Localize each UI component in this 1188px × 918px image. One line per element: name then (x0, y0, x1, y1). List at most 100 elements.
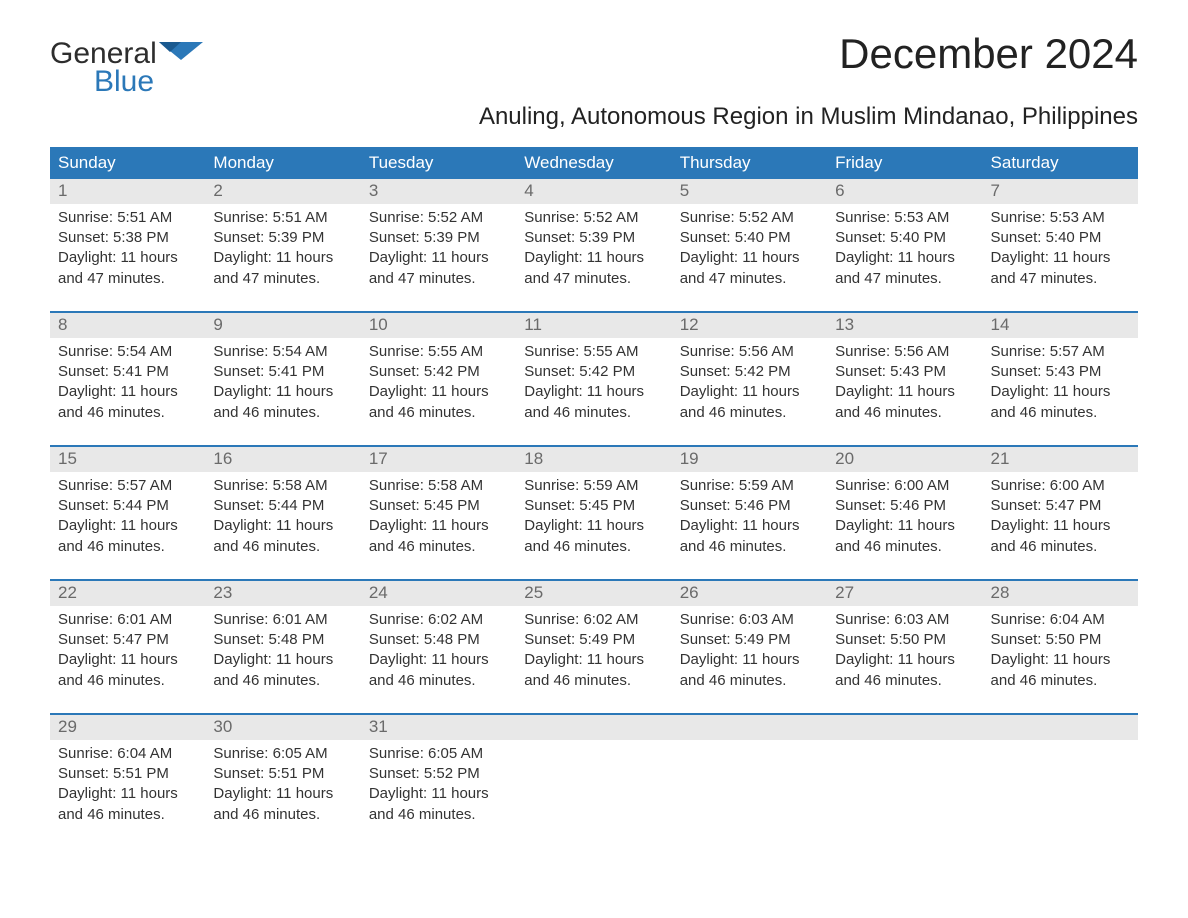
calendar-day-cell: 20Sunrise: 6:00 AMSunset: 5:46 PMDayligh… (827, 447, 982, 567)
day-number: 14 (983, 313, 1138, 338)
daylight-line: Daylight: 11 hours and 47 minutes. (369, 248, 508, 289)
calendar-day-cell: 7Sunrise: 5:53 AMSunset: 5:40 PMDaylight… (983, 179, 1138, 299)
day-number: 12 (672, 313, 827, 338)
sunset-line: Sunset: 5:38 PM (58, 228, 197, 248)
weekday-header-cell: Thursday (672, 147, 827, 179)
sunrise-line: Sunrise: 6:01 AM (213, 610, 352, 630)
day-details: Sunrise: 5:55 AMSunset: 5:42 PMDaylight:… (516, 338, 671, 433)
day-number: 4 (516, 179, 671, 204)
sunset-line: Sunset: 5:39 PM (213, 228, 352, 248)
day-number: 2 (205, 179, 360, 204)
weekday-header-cell: Tuesday (361, 147, 516, 179)
sunset-line: Sunset: 5:46 PM (835, 496, 974, 516)
day-number: 29 (50, 715, 205, 740)
sunrise-line: Sunrise: 5:51 AM (213, 208, 352, 228)
sunset-line: Sunset: 5:50 PM (991, 630, 1130, 650)
day-details: Sunrise: 6:05 AMSunset: 5:52 PMDaylight:… (361, 740, 516, 835)
daylight-line: Daylight: 11 hours and 46 minutes. (680, 516, 819, 557)
calendar-day-cell: 24Sunrise: 6:02 AMSunset: 5:48 PMDayligh… (361, 581, 516, 701)
sunset-line: Sunset: 5:51 PM (58, 764, 197, 784)
daylight-line: Daylight: 11 hours and 47 minutes. (524, 248, 663, 289)
daylight-line: Daylight: 11 hours and 46 minutes. (213, 516, 352, 557)
sunrise-line: Sunrise: 5:52 AM (369, 208, 508, 228)
day-number: 30 (205, 715, 360, 740)
sunrise-line: Sunrise: 5:53 AM (835, 208, 974, 228)
daylight-line: Daylight: 11 hours and 46 minutes. (58, 650, 197, 691)
day-number: 7 (983, 179, 1138, 204)
calendar-day-cell (516, 715, 671, 835)
sunset-line: Sunset: 5:41 PM (213, 362, 352, 382)
sunset-line: Sunset: 5:43 PM (835, 362, 974, 382)
day-details: Sunrise: 5:53 AMSunset: 5:40 PMDaylight:… (827, 204, 982, 299)
calendar-day-cell: 29Sunrise: 6:04 AMSunset: 5:51 PMDayligh… (50, 715, 205, 835)
sunrise-line: Sunrise: 5:55 AM (524, 342, 663, 362)
sunset-line: Sunset: 5:43 PM (991, 362, 1130, 382)
sunrise-line: Sunrise: 5:59 AM (680, 476, 819, 496)
day-details: Sunrise: 6:02 AMSunset: 5:48 PMDaylight:… (361, 606, 516, 701)
sunrise-line: Sunrise: 6:00 AM (835, 476, 974, 496)
sunset-line: Sunset: 5:39 PM (524, 228, 663, 248)
calendar-day-cell: 8Sunrise: 5:54 AMSunset: 5:41 PMDaylight… (50, 313, 205, 433)
sunset-line: Sunset: 5:45 PM (524, 496, 663, 516)
calendar-day-cell: 21Sunrise: 6:00 AMSunset: 5:47 PMDayligh… (983, 447, 1138, 567)
daylight-line: Daylight: 11 hours and 46 minutes. (524, 382, 663, 423)
logo: General Blue (50, 40, 203, 95)
daylight-line: Daylight: 11 hours and 46 minutes. (991, 650, 1130, 691)
sunset-line: Sunset: 5:42 PM (369, 362, 508, 382)
sunset-line: Sunset: 5:47 PM (991, 496, 1130, 516)
calendar-day-cell: 6Sunrise: 5:53 AMSunset: 5:40 PMDaylight… (827, 179, 982, 299)
day-details: Sunrise: 5:54 AMSunset: 5:41 PMDaylight:… (205, 338, 360, 433)
day-number: 26 (672, 581, 827, 606)
sunrise-line: Sunrise: 5:54 AM (213, 342, 352, 362)
calendar-day-cell: 1Sunrise: 5:51 AMSunset: 5:38 PMDaylight… (50, 179, 205, 299)
calendar-day-cell: 13Sunrise: 5:56 AMSunset: 5:43 PMDayligh… (827, 313, 982, 433)
calendar-day-cell: 4Sunrise: 5:52 AMSunset: 5:39 PMDaylight… (516, 179, 671, 299)
location-subtitle: Anuling, Autonomous Region in Muslim Min… (50, 103, 1138, 131)
day-number: 31 (361, 715, 516, 740)
page-title: December 2024 (839, 30, 1138, 78)
sunset-line: Sunset: 5:46 PM (680, 496, 819, 516)
day-number-empty (516, 715, 671, 740)
sunset-line: Sunset: 5:47 PM (58, 630, 197, 650)
daylight-line: Daylight: 11 hours and 46 minutes. (213, 650, 352, 691)
day-details: Sunrise: 5:52 AMSunset: 5:39 PMDaylight:… (516, 204, 671, 299)
day-details: Sunrise: 5:57 AMSunset: 5:43 PMDaylight:… (983, 338, 1138, 433)
sunset-line: Sunset: 5:48 PM (213, 630, 352, 650)
calendar-day-cell (827, 715, 982, 835)
sunrise-line: Sunrise: 6:04 AM (991, 610, 1130, 630)
sunrise-line: Sunrise: 6:03 AM (835, 610, 974, 630)
day-details: Sunrise: 6:00 AMSunset: 5:46 PMDaylight:… (827, 472, 982, 567)
sunset-line: Sunset: 5:41 PM (58, 362, 197, 382)
sunrise-line: Sunrise: 6:02 AM (369, 610, 508, 630)
daylight-line: Daylight: 11 hours and 46 minutes. (835, 382, 974, 423)
day-number: 23 (205, 581, 360, 606)
day-number-empty (983, 715, 1138, 740)
day-number: 25 (516, 581, 671, 606)
calendar-week-row: 29Sunrise: 6:04 AMSunset: 5:51 PMDayligh… (50, 713, 1138, 835)
sunrise-line: Sunrise: 5:53 AM (991, 208, 1130, 228)
calendar-week-row: 15Sunrise: 5:57 AMSunset: 5:44 PMDayligh… (50, 445, 1138, 567)
sunset-line: Sunset: 5:40 PM (680, 228, 819, 248)
day-details: Sunrise: 6:03 AMSunset: 5:49 PMDaylight:… (672, 606, 827, 701)
calendar-week-row: 1Sunrise: 5:51 AMSunset: 5:38 PMDaylight… (50, 179, 1138, 299)
daylight-line: Daylight: 11 hours and 47 minutes. (991, 248, 1130, 289)
day-details: Sunrise: 5:51 AMSunset: 5:39 PMDaylight:… (205, 204, 360, 299)
calendar-day-cell: 11Sunrise: 5:55 AMSunset: 5:42 PMDayligh… (516, 313, 671, 433)
sunset-line: Sunset: 5:49 PM (524, 630, 663, 650)
day-details: Sunrise: 6:01 AMSunset: 5:48 PMDaylight:… (205, 606, 360, 701)
daylight-line: Daylight: 11 hours and 46 minutes. (524, 516, 663, 557)
daylight-line: Daylight: 11 hours and 46 minutes. (58, 784, 197, 825)
sunrise-line: Sunrise: 5:58 AM (369, 476, 508, 496)
day-details: Sunrise: 5:56 AMSunset: 5:43 PMDaylight:… (827, 338, 982, 433)
sunrise-line: Sunrise: 6:01 AM (58, 610, 197, 630)
calendar-day-cell: 26Sunrise: 6:03 AMSunset: 5:49 PMDayligh… (672, 581, 827, 701)
day-details: Sunrise: 5:55 AMSunset: 5:42 PMDaylight:… (361, 338, 516, 433)
day-details: Sunrise: 5:54 AMSunset: 5:41 PMDaylight:… (50, 338, 205, 433)
calendar-day-cell: 25Sunrise: 6:02 AMSunset: 5:49 PMDayligh… (516, 581, 671, 701)
day-number: 22 (50, 581, 205, 606)
day-number-empty (672, 715, 827, 740)
weekday-header-cell: Friday (827, 147, 982, 179)
daylight-line: Daylight: 11 hours and 46 minutes. (680, 382, 819, 423)
weekday-header-row: SundayMondayTuesdayWednesdayThursdayFrid… (50, 147, 1138, 179)
sunset-line: Sunset: 5:52 PM (369, 764, 508, 784)
